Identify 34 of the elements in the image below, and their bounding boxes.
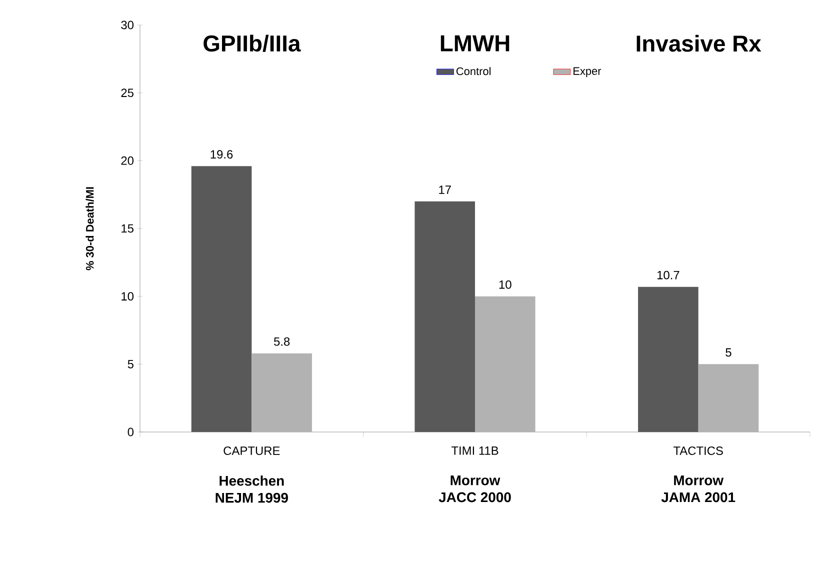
y-tick-label: 20	[121, 156, 134, 165]
data-label: 10.7	[657, 270, 680, 280]
text: NEJM 1999	[216, 492, 288, 503]
annotation: GPIIb/IIIa	[204, 34, 301, 52]
y-axis-title: % 30-d Death/MI	[86, 187, 94, 270]
y-tick-label: 30	[121, 20, 134, 30]
bar	[414, 201, 476, 432]
y-tick-label: 15	[122, 224, 134, 233]
text: Morrow	[450, 476, 500, 486]
data-label: 10	[499, 280, 512, 289]
bar	[638, 286, 698, 432]
text: JAMA 2001	[661, 492, 736, 502]
data-label: 5	[726, 348, 732, 357]
text: Heeschen	[220, 476, 284, 486]
legend-label: Exper	[574, 67, 602, 78]
x-tick-label: TIMI 11B	[451, 446, 498, 455]
data-label: 19.6	[210, 150, 233, 159]
text: Morrow	[674, 476, 724, 486]
annotation: Invasive Rx	[636, 34, 762, 52]
x-tick-label: TACTICS	[673, 446, 723, 455]
y-tick-label: 10	[122, 292, 134, 301]
y-tick-label: 5	[128, 360, 134, 368]
legend-label: Control	[456, 67, 491, 76]
bar	[191, 166, 252, 432]
data-label: 5.8	[274, 337, 290, 346]
bar	[698, 364, 759, 432]
x-tick-label: CAPTURE	[224, 446, 280, 455]
bar	[475, 296, 536, 432]
data-label: 17	[439, 186, 451, 194]
text: JACC 2000	[438, 492, 511, 502]
y-tick-label: 0	[128, 428, 134, 436]
annotation: LMWH	[440, 35, 510, 52]
bar	[252, 353, 312, 432]
y-tick-label: 25	[121, 88, 134, 98]
